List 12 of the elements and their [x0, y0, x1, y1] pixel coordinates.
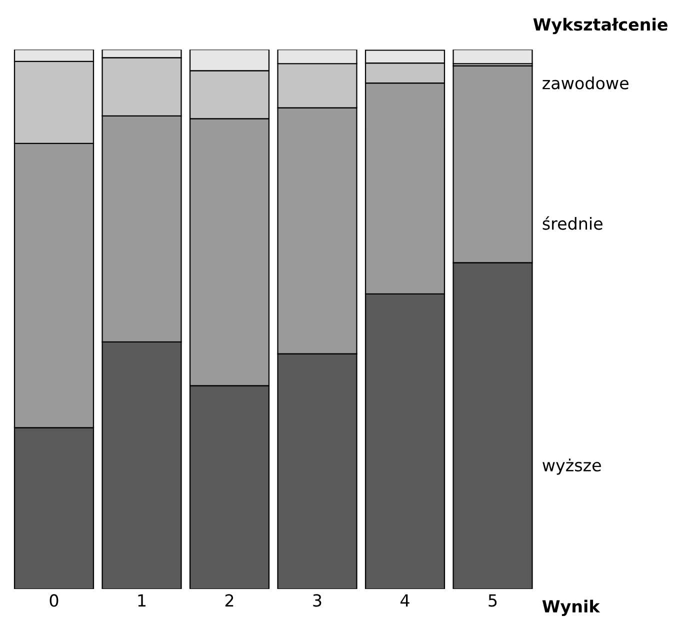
series-label: zawodowe — [542, 76, 628, 90]
x-tick-label: 2 — [225, 594, 234, 607]
x-tick-label: 4 — [400, 594, 410, 607]
x-axis-title: Wynik — [542, 600, 600, 616]
x-tick-label: 5 — [488, 594, 497, 607]
series-label: średnie — [542, 216, 602, 230]
bar — [452, 50, 533, 64]
x-tick-label: 1 — [138, 594, 146, 607]
legend-title: Wykształcenie — [533, 18, 668, 34]
series-label: wyższe — [542, 458, 601, 475]
x-tick-label: 3 — [313, 594, 322, 607]
x-tick-label: 0 — [50, 594, 58, 607]
